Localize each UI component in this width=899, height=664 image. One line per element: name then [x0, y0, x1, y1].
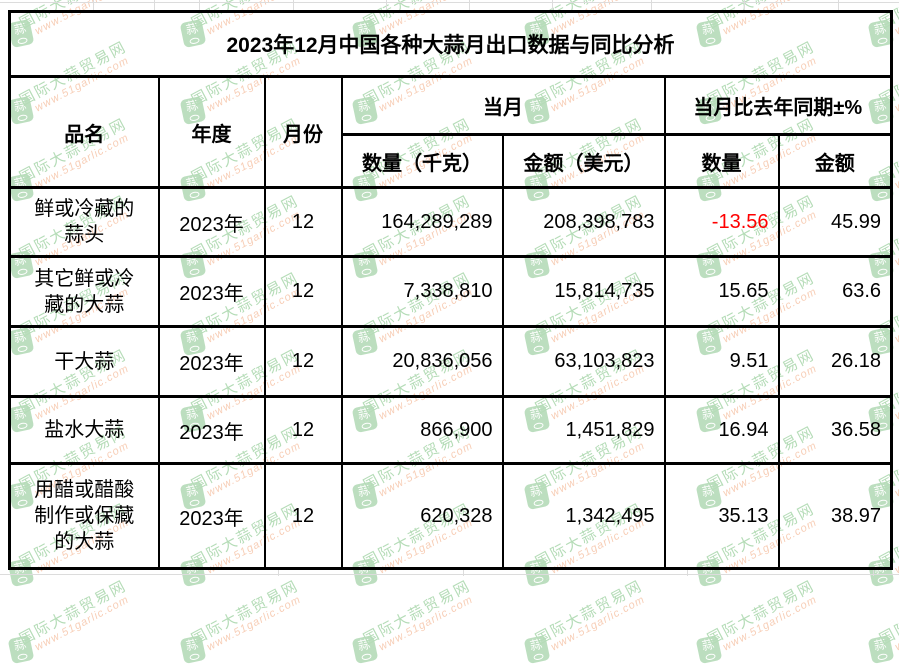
- watermark-site-url: www.51garlic.com: [204, 593, 303, 653]
- cell-product: 其它鲜或冷藏的大蒜: [8, 255, 160, 328]
- cell-qty-pct: 16.94: [663, 395, 780, 465]
- header-qty-pct: 数量: [663, 133, 780, 189]
- cell-amount-usd: 15,814,735: [501, 255, 666, 328]
- cell-month: 12: [263, 255, 343, 328]
- cell-qty-kg: 620,328: [340, 462, 504, 570]
- table-row: 鲜或冷藏的蒜头 2023年 12 164,289,289 208,398,783…: [8, 186, 893, 258]
- table-row: 其它鲜或冷藏的大蒜 2023年 12 7,338,810 15,814,735 …: [8, 255, 893, 328]
- cell-qty-kg: 20,836,056: [340, 325, 504, 398]
- header-row-groups: 品名 年度 月份 当月 当月比去年同期±%: [8, 75, 893, 189]
- cell-amount-usd: 1,451,829: [501, 395, 666, 465]
- watermark-site-url: www.51garlic.com: [720, 593, 819, 653]
- table-row: 盐水大蒜 2023年 12 866,900 1,451,829 16.94 36…: [8, 395, 893, 465]
- watermark-site-url: www.51garlic.com: [892, 593, 899, 653]
- table-row: 干大蒜 2023年 12 20,836,056 63,103,823 9.51 …: [8, 325, 893, 398]
- spreadsheet-gridline: [0, 574, 899, 575]
- cell-amount-pct: 45.99: [777, 186, 893, 258]
- spreadsheet-gridline: [469, 0, 470, 10]
- spreadsheet-gridline: [838, 0, 839, 10]
- watermark-site-name: 国际大蒜贸易网: [188, 577, 302, 649]
- watermark-site-name: 国际大蒜贸易网: [16, 577, 130, 649]
- cell-product: 用醋或醋酸制作或保藏的大蒜: [8, 462, 160, 570]
- spreadsheet-gridline: [651, 0, 652, 10]
- cell-qty-kg: 164,289,289: [340, 186, 504, 258]
- cell-product: 干大蒜: [8, 325, 160, 398]
- spreadsheet-gridline: [744, 0, 745, 10]
- garlic-logo-icon: 蒜: [523, 634, 551, 664]
- cell-qty-kg: 866,900: [340, 395, 504, 465]
- garlic-logo-icon: 蒜: [351, 634, 379, 664]
- cell-month: 12: [263, 186, 343, 258]
- garlic-logo-icon: 蒜: [695, 634, 723, 664]
- header-amount-pct: 金额: [777, 133, 893, 189]
- cell-qty-kg: 7,338,810: [340, 255, 504, 328]
- spreadsheet-gridline: [199, 0, 200, 10]
- spreadsheet-gridline: [154, 0, 155, 10]
- watermark-site-name: 国际大蒜贸易网: [532, 577, 646, 649]
- spreadsheet-gridline: [552, 0, 553, 10]
- garlic-export-table: 2023年12月中国各种大蒜月出口数据与同比分析 品名 年度 月份 当月 当月比…: [8, 10, 894, 570]
- header-year: 年度: [157, 75, 266, 189]
- cell-qty-pct: 15.65: [663, 255, 780, 328]
- header-current-month-group: 当月: [340, 75, 666, 136]
- cell-amount-pct: 38.97: [777, 462, 893, 570]
- title-row: 2023年12月中国各种大蒜月出口数据与同比分析: [8, 10, 893, 78]
- cell-amount-pct: 26.18: [777, 325, 893, 398]
- cell-qty-pct: -13.56: [663, 186, 780, 258]
- spreadsheet-gridline: [293, 0, 294, 10]
- spreadsheet-gridline: [93, 0, 94, 10]
- cell-qty-pct: 35.13: [663, 462, 780, 570]
- cell-year: 2023年: [157, 186, 266, 258]
- header-amount-usd: 金额（美元）: [501, 133, 666, 189]
- cell-month: 12: [263, 395, 343, 465]
- cell-month: 12: [263, 325, 343, 398]
- spreadsheet-gridline: [386, 0, 387, 10]
- cell-year: 2023年: [157, 395, 266, 465]
- watermark-site-name: 国际大蒜贸易网: [360, 577, 474, 649]
- cell-month: 12: [263, 462, 343, 570]
- cell-year: 2023年: [157, 462, 266, 570]
- cell-year: 2023年: [157, 255, 266, 328]
- watermark-site-url: www.51garlic.com: [548, 593, 647, 653]
- watermark-site-url: www.51garlic.com: [32, 593, 131, 653]
- cell-amount-pct: 36.58: [777, 395, 893, 465]
- cell-qty-pct: 9.51: [663, 325, 780, 398]
- spreadsheet-gridline: [0, 2, 899, 3]
- table-row: 用醋或醋酸制作或保藏的大蒜 2023年 12 620,328 1,342,495…: [8, 462, 893, 570]
- cell-product: 鲜或冷藏的蒜头: [8, 186, 160, 258]
- watermark-site-url: www.51garlic.com: [376, 593, 475, 653]
- header-product: 品名: [8, 75, 160, 189]
- cell-amount-usd: 1,342,495: [501, 462, 666, 570]
- watermark-site-name: 国际大蒜贸易网: [876, 577, 899, 649]
- garlic-logo-icon: 蒜: [867, 634, 895, 664]
- cell-year: 2023年: [157, 325, 266, 398]
- header-yoy-group: 当月比去年同期±%: [663, 75, 893, 136]
- header-month: 月份: [263, 75, 343, 189]
- cell-amount-usd: 63,103,823: [501, 325, 666, 398]
- cell-amount-usd: 208,398,783: [501, 186, 666, 258]
- header-qty-kg: 数量（千克）: [340, 133, 504, 189]
- table-title: 2023年12月中国各种大蒜月出口数据与同比分析: [8, 10, 893, 78]
- cell-product: 盐水大蒜: [8, 395, 160, 465]
- watermark-site-name: 国际大蒜贸易网: [704, 577, 818, 649]
- garlic-logo-icon: 蒜: [7, 634, 35, 664]
- garlic-logo-icon: 蒜: [179, 634, 207, 664]
- cell-amount-pct: 63.6: [777, 255, 893, 328]
